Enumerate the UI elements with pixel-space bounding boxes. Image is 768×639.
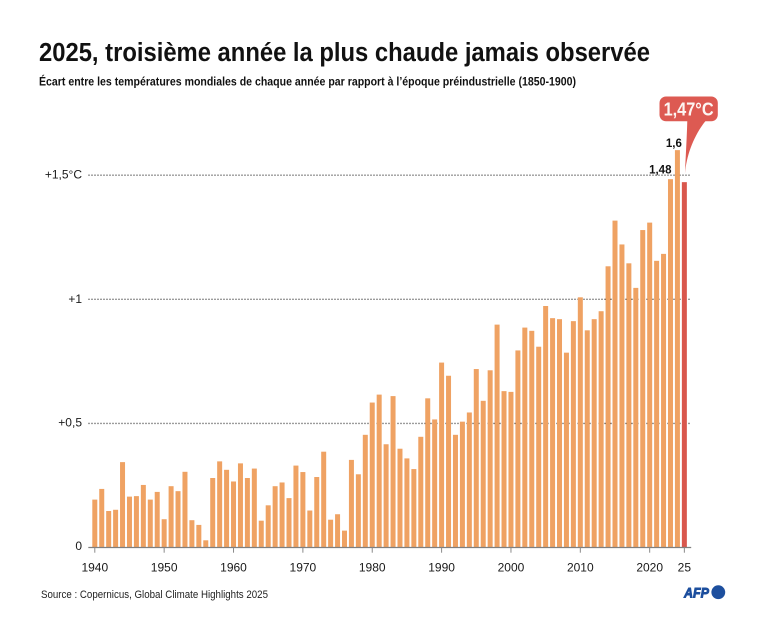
svg-text:1,47°C: 1,47°C [664, 99, 714, 119]
svg-text:+1,5°C: +1,5°C [45, 168, 82, 182]
svg-text:2000: 2000 [498, 561, 525, 575]
svg-text:Source : Copernicus, Global Cl: Source : Copernicus, Global Climate High… [41, 589, 268, 601]
svg-text:25: 25 [678, 561, 692, 575]
svg-text:Écart entre les températures m: Écart entre les températures mondiales d… [39, 74, 576, 89]
svg-text:0: 0 [75, 539, 82, 553]
svg-text:+0,5: +0,5 [58, 415, 82, 429]
svg-text:1970: 1970 [290, 561, 317, 575]
svg-text:+1: +1 [68, 292, 82, 306]
svg-text:AFP: AFP [683, 585, 709, 601]
svg-text:2025, troisième année la plus: 2025, troisième année la plus chaude jam… [39, 39, 650, 67]
svg-text:1960: 1960 [220, 561, 247, 575]
svg-text:1,48: 1,48 [649, 164, 672, 176]
svg-text:2020: 2020 [636, 561, 663, 575]
svg-text:2010: 2010 [567, 561, 594, 575]
svg-text:1950: 1950 [151, 561, 178, 575]
svg-text:1940: 1940 [81, 561, 108, 575]
svg-text:1990: 1990 [428, 561, 455, 575]
svg-text:1,6: 1,6 [666, 138, 682, 150]
svg-text:1980: 1980 [359, 561, 386, 575]
